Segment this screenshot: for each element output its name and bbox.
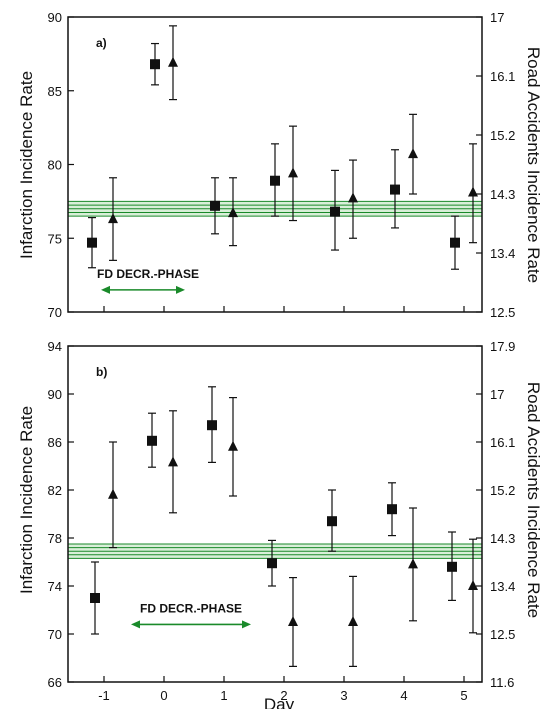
data-point-triangle bbox=[108, 213, 118, 224]
data-point-square bbox=[330, 206, 340, 217]
y2-tick-label: 16.1 bbox=[490, 435, 515, 450]
y-tick-label: 66 bbox=[48, 675, 62, 690]
phase-arrow-head-right bbox=[242, 620, 251, 629]
x-tick-label: 1 bbox=[220, 688, 227, 703]
data-point-square bbox=[267, 558, 277, 569]
y-tick-label: 94 bbox=[48, 339, 62, 354]
y2-tick-label: 15.2 bbox=[490, 483, 515, 498]
x-tick-label: 2 bbox=[280, 688, 287, 703]
panel-label: b) bbox=[96, 365, 107, 379]
y2-tick-label: 15.2 bbox=[490, 128, 515, 143]
y2-tick-label: 13.4 bbox=[490, 246, 515, 261]
y-tick-label: 86 bbox=[48, 435, 62, 450]
data-point-triangle bbox=[228, 207, 238, 218]
phase-annotation: FD DECR.-PHASE bbox=[97, 267, 199, 281]
chart-panel-a: 70 75 80 85 90 12.5 13.4 14.3 15.2 16.1 17 Infarcti… bbox=[17, 10, 543, 320]
data-point-triangle bbox=[408, 558, 418, 569]
y2-tick-label: 12.5 bbox=[490, 305, 515, 320]
data-point-triangle bbox=[348, 616, 358, 626]
y2-tick-label: 11.6 bbox=[490, 675, 514, 690]
x-tick-label: 4 bbox=[400, 688, 407, 703]
y-tick-label: 78 bbox=[48, 531, 62, 546]
x-tick-label: 0 bbox=[160, 688, 167, 703]
y-tick-label: 85 bbox=[48, 84, 62, 99]
data-point-square bbox=[447, 561, 457, 572]
y2-tick-label: 17 bbox=[490, 10, 504, 25]
data-point-square bbox=[450, 237, 460, 248]
data-point-square bbox=[207, 420, 217, 431]
y-tick-label: 90 bbox=[48, 387, 62, 402]
data-point-triangle bbox=[288, 616, 298, 626]
data-point-triangle bbox=[468, 186, 478, 197]
data-point-triangle bbox=[288, 167, 298, 178]
x-tick-label: -1 bbox=[98, 688, 110, 703]
plot-frame bbox=[67, 345, 483, 683]
data-point-triangle bbox=[468, 580, 478, 590]
data-point-square bbox=[210, 200, 220, 211]
x-tick-label: 3 bbox=[340, 688, 347, 703]
phase-arrow-head-right bbox=[176, 285, 185, 294]
panel-label: a) bbox=[96, 36, 107, 50]
y-tick-label: 70 bbox=[48, 305, 62, 320]
data-point-square bbox=[90, 593, 100, 603]
data-point-triangle bbox=[228, 440, 238, 451]
data-point-square bbox=[147, 435, 157, 446]
data-point-triangle bbox=[348, 192, 358, 203]
y-axis-title: Infarction Incidence Rate bbox=[17, 406, 36, 594]
y2-axis-title: Road Accidents Incidence Rate bbox=[524, 47, 543, 283]
y2-tick-label: 13.4 bbox=[490, 579, 515, 594]
y2-tick-label: 14.3 bbox=[490, 187, 515, 202]
y-tick-label: 80 bbox=[48, 158, 62, 173]
phase-arrow-head-left bbox=[101, 285, 110, 294]
chart-panel-b: 66 70 74 78 82 86 90 94 11.6 12.5 13.4 14.3 15.2 16.1… bbox=[17, 339, 543, 709]
y-tick-label: 75 bbox=[48, 231, 62, 246]
y-tick-label: 70 bbox=[48, 627, 62, 642]
y-axis-title: Infarction Incidence Rate bbox=[17, 71, 36, 259]
phase-arrow-head-left bbox=[131, 620, 140, 629]
data-point-triangle bbox=[108, 488, 118, 499]
data-point-square bbox=[390, 184, 400, 195]
data-point-triangle bbox=[168, 456, 178, 467]
y2-tick-label: 17 bbox=[490, 387, 504, 402]
y2-tick-label: 12.5 bbox=[490, 627, 515, 642]
data-point-square bbox=[270, 175, 280, 186]
y2-tick-label: 14.3 bbox=[490, 531, 515, 546]
y-tick-label: 82 bbox=[48, 483, 62, 498]
y-tick-label: 90 bbox=[48, 10, 62, 25]
data-point-triangle bbox=[168, 56, 178, 67]
x-axis-title: Day bbox=[264, 695, 295, 709]
data-point-triangle bbox=[408, 148, 418, 159]
data-point-square bbox=[87, 237, 97, 248]
y-tick-label: 74 bbox=[48, 579, 62, 594]
data-point-square bbox=[150, 59, 160, 70]
y2-tick-label: 16.1 bbox=[490, 69, 515, 84]
y2-tick-label: 17.9 bbox=[490, 339, 515, 354]
data-point-square bbox=[387, 504, 397, 515]
phase-annotation: FD DECR.-PHASE bbox=[140, 601, 242, 615]
data-point-square bbox=[327, 516, 337, 527]
x-tick-label: 5 bbox=[460, 688, 467, 703]
y2-axis-title: Road Accidents Incidence Rate bbox=[524, 382, 543, 618]
